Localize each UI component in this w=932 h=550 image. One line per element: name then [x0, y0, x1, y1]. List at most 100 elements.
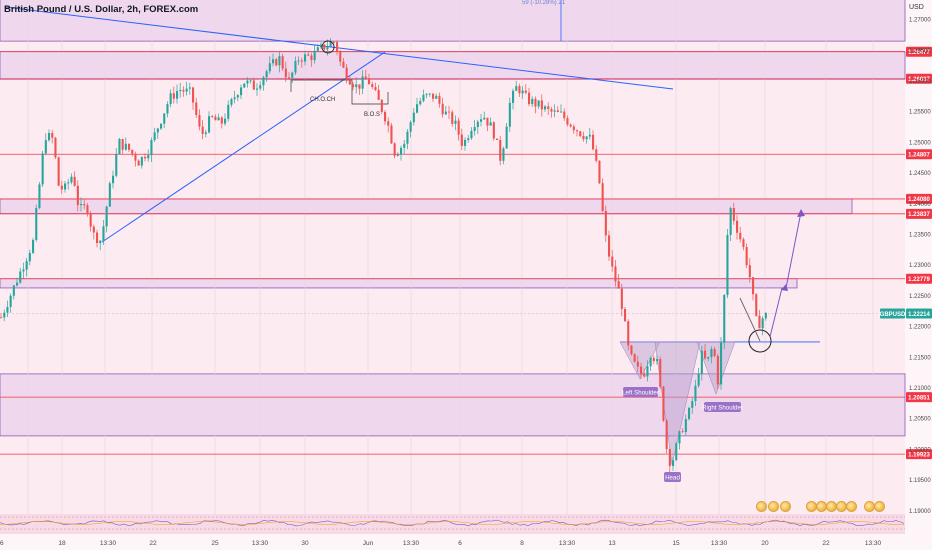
choch-label: CH.O.CH — [310, 97, 335, 103]
upper-supply-zone — [0, 0, 906, 42]
candle-body — [147, 155, 150, 159]
candle-body — [585, 136, 588, 140]
candle-body — [131, 149, 134, 154]
candle-body — [198, 115, 201, 127]
candle-body — [448, 111, 451, 113]
right-shoulder-label-bg — [704, 402, 741, 412]
candle-body — [208, 116, 211, 133]
flag-icon[interactable] — [846, 501, 857, 512]
candle-body — [755, 294, 758, 316]
level-badge — [906, 149, 932, 160]
candle-body — [659, 359, 662, 387]
candle-body — [112, 175, 115, 184]
candle-body — [137, 160, 140, 166]
candle-body — [224, 118, 227, 124]
x-tick-label: 6 — [0, 540, 4, 547]
rising-trendline — [101, 51, 386, 243]
candle-body — [640, 366, 643, 374]
candle-body — [48, 132, 51, 141]
candle-body — [150, 140, 153, 156]
candle-body — [352, 84, 355, 88]
candle-body — [201, 126, 204, 134]
candle-body — [486, 117, 489, 126]
candle-body — [748, 265, 751, 278]
candle-body — [416, 104, 419, 113]
economic-events-icons[interactable] — [756, 497, 886, 519]
candle-body — [678, 431, 681, 444]
flag-icon[interactable] — [768, 501, 779, 512]
swing-high-circle — [321, 40, 335, 54]
candle-body — [441, 103, 444, 115]
candle-body — [534, 98, 537, 107]
candle-body — [492, 122, 495, 139]
entry-circle — [748, 329, 772, 353]
y-tick-label: 1.27000 — [909, 18, 931, 24]
candle-body — [262, 77, 265, 86]
candle-body — [684, 419, 687, 433]
time-axis[interactable] — [0, 534, 932, 550]
flag-icon[interactable] — [756, 501, 767, 512]
candle-body — [342, 61, 345, 68]
level-badge — [906, 46, 932, 57]
candle-body — [547, 106, 550, 109]
candle-body — [323, 44, 326, 50]
level-label: 1.26477 — [908, 50, 930, 56]
y-tick-label: 1.25000 — [909, 140, 931, 146]
indicator-background — [0, 514, 905, 534]
level-label: 1.19923 — [908, 452, 930, 458]
candle-body — [134, 153, 137, 161]
bos-bracket — [351, 92, 389, 105]
candle-body — [294, 61, 297, 73]
candle-body — [406, 131, 409, 144]
y-tick-label: 1.21000 — [909, 386, 931, 392]
candle-body — [19, 271, 22, 283]
candle-body — [652, 357, 655, 362]
candle-body — [697, 373, 700, 386]
candle-body — [291, 72, 294, 78]
candle-body — [176, 91, 179, 99]
candle-body — [73, 176, 76, 186]
x-tick-label: Jun — [363, 540, 374, 547]
candle-body — [236, 95, 239, 98]
candle-body — [70, 176, 73, 183]
head-label: Head — [665, 474, 680, 481]
candle-body — [275, 59, 278, 66]
candle-body — [28, 252, 31, 262]
candle-body — [64, 183, 67, 190]
x-tick-label: 8 — [520, 540, 524, 547]
flag-icon[interactable] — [780, 501, 791, 512]
level-badge — [906, 193, 932, 204]
level-label: 1.22779 — [908, 277, 930, 283]
candle-body — [454, 120, 457, 124]
candle-body — [115, 154, 118, 176]
candle-body — [617, 281, 620, 289]
candle-body — [364, 76, 367, 79]
candle-body — [646, 366, 649, 377]
x-tick-label: 13:30 — [559, 540, 576, 547]
candle-body — [179, 89, 182, 92]
candle-body — [60, 185, 63, 190]
candle-body — [169, 93, 172, 105]
candle-body — [32, 239, 35, 253]
candle-body — [668, 449, 671, 467]
x-tick-label: 15 — [672, 540, 680, 547]
flag-icon[interactable] — [874, 501, 885, 512]
drawings-layer: GBPUSD 1.22214 — [0, 6, 932, 465]
x-tick-label: 22 — [822, 540, 830, 547]
candle-body — [278, 56, 281, 66]
candle-body — [332, 42, 335, 43]
candle-body — [608, 235, 611, 257]
level-label: 1.20851 — [908, 395, 930, 401]
plot-area[interactable] — [0, 0, 905, 534]
annotations-layer: Left Shoulder Head Right Shoulder CH.O.CH B.… — [310, 40, 805, 482]
candle-body — [361, 76, 364, 89]
candle-body — [540, 100, 543, 110]
candle-body — [329, 42, 332, 47]
candle-body — [377, 90, 380, 100]
left-shoulder-label-bg — [623, 387, 658, 397]
candle-body — [723, 295, 726, 343]
resistance-zone — [0, 51, 906, 80]
x-tick-label: 13:30 — [865, 540, 882, 547]
bos-label: B.O.S — [364, 112, 380, 118]
